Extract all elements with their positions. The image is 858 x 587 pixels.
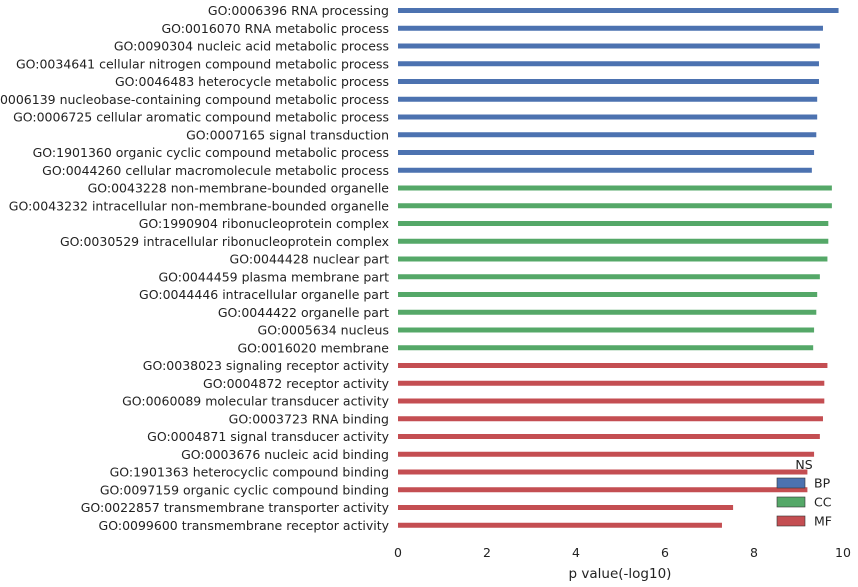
category-label: GO:0003723 RNA binding (229, 411, 389, 426)
category-label: GO:1901363 heterocyclic compound binding (110, 465, 389, 480)
bar-mf-25 (398, 451, 815, 457)
bar-cc-16 (398, 292, 818, 297)
category-label: GO:0016070 RNA metabolic process (161, 21, 389, 36)
category-label: GO:1901360 organic cyclic compound metab… (33, 145, 389, 160)
x-tick-label: 0 (394, 545, 402, 560)
x-tick-label: 4 (572, 545, 580, 560)
bar-mf-29 (398, 522, 722, 528)
category-label: GO:1990904 ribonucleoprotein complex (139, 216, 389, 231)
bar-mf-20 (398, 363, 828, 368)
category-label: GO:0099600 transmembrane receptor activi… (99, 518, 390, 533)
x-axis-ticks: 0 2 4 6 8 10 (394, 545, 851, 560)
category-label: GO:0090304 nucleic acid metabolic proces… (114, 39, 389, 54)
bar-mf-22 (398, 398, 825, 404)
bar-bp-3 (398, 61, 819, 67)
bar-mf-28 (398, 505, 734, 510)
category-label: GO:0004872 receptor activity (203, 376, 390, 391)
bar-bp-0 (398, 8, 839, 13)
category-label: GO:0006139 nucleobase-containing compoun… (0, 92, 389, 107)
category-label: GO:0030529 intracellular ribonucleoprote… (60, 234, 389, 249)
category-label: GO:0043228 non-membrane-bounded organell… (88, 181, 390, 196)
category-label: GO:0043232 intracellular non-membrane-bo… (9, 198, 390, 213)
bar-mf-21 (398, 380, 825, 386)
bar-cc-10 (398, 185, 832, 191)
category-label: GO:0004871 signal transducer activity (147, 429, 389, 444)
category-label: GO:0022857 transmembrane transporter act… (81, 500, 390, 515)
category-label: GO:0003676 nucleic acid binding (181, 447, 389, 462)
x-axis-title: p value(-log10) (569, 566, 672, 582)
bar-cc-17 (398, 309, 817, 315)
bar-bp-9 (398, 167, 812, 173)
x-tick-label: 8 (750, 545, 758, 560)
bar-bp-2 (398, 43, 820, 49)
bar-bp-8 (398, 150, 815, 155)
bar-mf-26 (398, 469, 808, 475)
bar-cc-13 (398, 238, 829, 244)
category-label: GO:0038023 signaling receptor activity (143, 358, 390, 373)
category-label: GO:0046483 heterocycle metabolic process (115, 74, 389, 89)
bar-bp-5 (398, 96, 818, 102)
category-label: GO:0006725 cellular aromatic compound me… (13, 110, 389, 125)
category-label: GO:0006396 RNA processing (208, 3, 389, 18)
bar-bp-7 (398, 132, 817, 138)
category-label: GO:0044428 nuclear part (230, 252, 390, 267)
legend: NS BP CC MF (776, 457, 832, 529)
category-label: GO:0044459 plasma membrane part (158, 269, 389, 284)
bar-cc-15 (398, 274, 820, 280)
category-label: GO:0044422 organelle part (218, 305, 389, 320)
bar-cc-11 (398, 203, 832, 209)
bar-bp-4 (398, 79, 819, 84)
legend-label-mf: MF (814, 514, 832, 529)
bar-bp-1 (398, 25, 823, 31)
x-tick-label: 2 (483, 545, 491, 560)
category-label: GO:0097159 organic cyclic compound bindi… (100, 482, 389, 497)
category-label: GO:0005634 nucleus (258, 323, 389, 338)
bar-cc-19 (398, 345, 814, 351)
bar-cc-18 (398, 327, 815, 333)
category-label: GO:0044260 cellular macromolecule metabo… (42, 163, 389, 178)
legend-swatch-bp (776, 477, 806, 489)
legend-label-bp: BP (814, 476, 831, 491)
x-tick-label: 10 (835, 545, 851, 560)
category-label: GO:0007165 signal transduction (186, 127, 389, 142)
bars-layer (398, 8, 839, 528)
bar-mf-23 (398, 416, 823, 422)
bar-cc-14 (398, 256, 828, 262)
legend-entries: BP CC MF (776, 476, 832, 529)
bar-mf-24 (398, 434, 820, 439)
bar-bp-6 (398, 114, 818, 120)
category-label: GO:0060089 molecular transducer activity (122, 394, 390, 409)
x-tick-label: 6 (661, 545, 669, 560)
bar-cc-12 (398, 221, 829, 226)
legend-swatch-cc (776, 496, 806, 508)
category-label: GO:0034641 cellular nitrogen compound me… (16, 56, 389, 71)
bar-mf-27 (398, 487, 808, 493)
category-label: GO:0016020 membrane (237, 340, 389, 355)
legend-swatch-mf (776, 515, 806, 527)
legend-label-cc: CC (814, 495, 832, 510)
category-label: GO:0044446 intracellular organelle part (139, 287, 389, 302)
legend-title: NS (795, 457, 812, 472)
category-labels: GO:0006396 RNA processing GO:0016070 RNA … (0, 3, 390, 533)
